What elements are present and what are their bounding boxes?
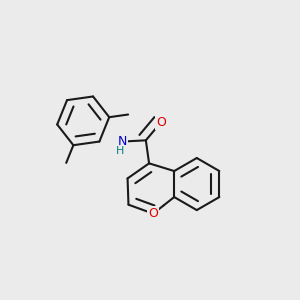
Text: O: O [148,207,158,220]
Text: O: O [156,116,166,129]
Text: N: N [118,135,127,148]
Text: H: H [116,146,124,156]
